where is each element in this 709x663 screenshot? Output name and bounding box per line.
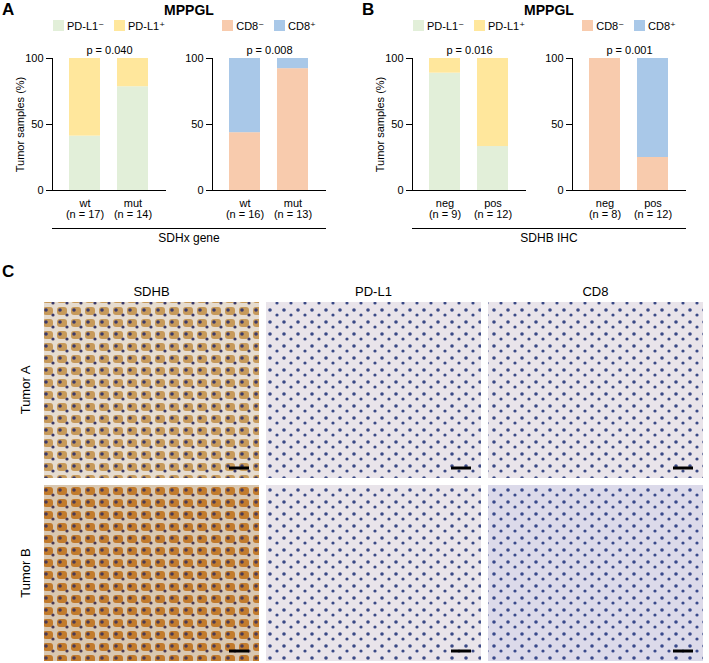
svg-text:0: 0	[557, 184, 563, 196]
svg-text:p = 0.008: p = 0.008	[246, 44, 292, 56]
svg-text:mut(n = 14): mut(n = 14)	[114, 197, 152, 220]
svg-text:PD-L1: PD-L1	[355, 284, 392, 299]
svg-text:p = 0.001: p = 0.001	[606, 44, 652, 56]
svg-text:50: 50	[391, 118, 403, 130]
svg-text:Tumor samples (%): Tumor samples (%)	[14, 77, 26, 173]
html-text:PD-L1⁺: PD-L1⁺	[128, 20, 165, 32]
svg-text:100: 100	[385, 52, 403, 64]
svg-text:SDHB: SDHB	[133, 284, 169, 299]
svg-text:neg(n = 8): neg(n = 8)	[589, 197, 621, 220]
svg-text:50: 50	[31, 118, 43, 130]
svg-text:wt(n = 16): wt(n = 16)	[226, 197, 264, 220]
svg-text:Tumor A: Tumor A	[18, 365, 33, 414]
svg-text:pos(n = 12): pos(n = 12)	[474, 197, 512, 220]
html-text:C: C	[2, 262, 15, 281]
html-text:PD-L1⁻: PD-L1⁻	[427, 20, 464, 32]
svg-text:pos(n = 12): pos(n = 12)	[634, 197, 672, 220]
html-text:MPPGL: MPPGL	[164, 2, 214, 18]
svg-text:100: 100	[185, 52, 203, 64]
svg-text:Tumor samples (%): Tumor samples (%)	[374, 77, 386, 173]
svg-text:0: 0	[397, 184, 403, 196]
html-text:SDHx gene: SDHx gene	[158, 231, 220, 245]
svg-text:0: 0	[37, 184, 43, 196]
svg-text:100: 100	[545, 52, 563, 64]
html-text:CD8⁻: CD8⁻	[596, 20, 624, 32]
html-text:CD8⁻: CD8⁻	[236, 20, 264, 32]
svg-text:neg(n = 9): neg(n = 9)	[429, 197, 461, 220]
svg-text:CD8: CD8	[582, 284, 608, 299]
html-text:B: B	[362, 0, 375, 19]
html-text:MPPGL: MPPGL	[524, 2, 574, 18]
html-text:PD-L1⁻: PD-L1⁻	[67, 20, 104, 32]
svg-text:50: 50	[551, 118, 563, 130]
html-text:PD-L1⁺: PD-L1⁺	[488, 20, 525, 32]
svg-text:mut(n = 13): mut(n = 13)	[274, 197, 312, 220]
svg-text:Tumor B: Tumor B	[18, 548, 33, 597]
html-text:CD8⁺: CD8⁺	[648, 20, 676, 32]
svg-text:wt(n = 17): wt(n = 17)	[66, 197, 104, 220]
svg-text:50: 50	[191, 118, 203, 130]
svg-text:0: 0	[197, 184, 203, 196]
svg-text:p = 0.016: p = 0.016	[446, 44, 492, 56]
html-text:A: A	[2, 0, 15, 19]
svg-text:100: 100	[25, 52, 43, 64]
html-text:SDHB IHC: SDHB IHC	[520, 231, 578, 245]
html-text:CD8⁺: CD8⁺	[288, 20, 316, 32]
svg-text:p = 0.040: p = 0.040	[86, 44, 132, 56]
